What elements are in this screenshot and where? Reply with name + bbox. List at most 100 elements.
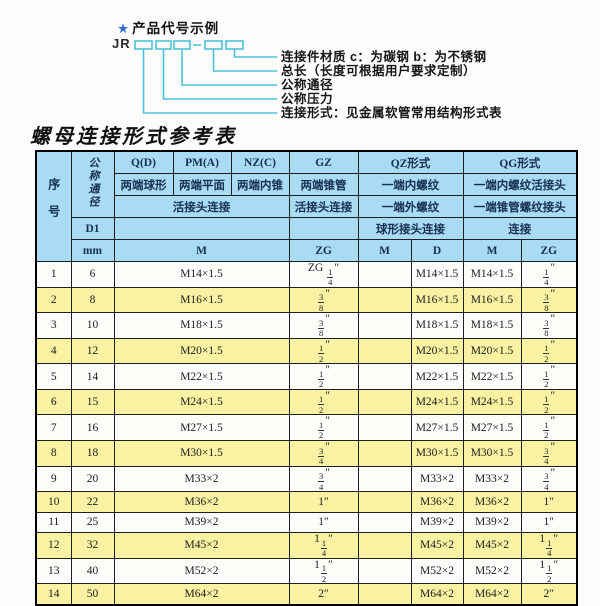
type-qg: QG形式 — [462, 150, 578, 174]
cell-m: M22×1.5 — [113, 363, 290, 390]
star-icon: ★ — [117, 21, 131, 36]
cell-qg-m: M27×1.5 — [462, 414, 522, 441]
cell-qz-d: M27×1.5 — [410, 414, 464, 441]
col-header-seq-label: 序号 — [46, 178, 61, 232]
unit-qz-d: D — [410, 239, 464, 262]
cell-qg-m: M36×2 — [462, 491, 522, 513]
cell-gz: ZG 1 4 ″ — [288, 261, 359, 288]
callout-material: 连接件材质 c：为碳钢 b：为不锈钢 — [281, 50, 487, 64]
cell-m: M20×1.5 — [113, 337, 290, 365]
cell-qz-d: M33×2 — [410, 465, 464, 493]
cell-m: M30×1.5 — [113, 439, 290, 467]
leader-line — [162, 49, 277, 100]
cell-dn: 15 — [70, 388, 115, 416]
cell-qz-d: M16×1.5 — [410, 286, 464, 314]
cell-seq: 1 — [35, 261, 72, 288]
cell-qz-d: M18×1.5 — [410, 312, 464, 339]
desc2-qz: 一端外螺纹 — [357, 195, 464, 218]
code-box — [134, 40, 153, 50]
cell-qg-m: M45×2 — [462, 532, 522, 559]
cell-qg-zg: 1″ — [520, 511, 578, 534]
leader-line — [181, 49, 277, 86]
cell-dn: 40 — [70, 557, 115, 585]
cell-qz-d: M45×2 — [410, 532, 464, 559]
cell-m: M16×1.5 — [113, 286, 290, 314]
cell-m: M33×2 — [113, 465, 290, 493]
desc2-gz: 活接头连接 — [288, 195, 359, 218]
cell-qg-zg: 3 4 ″ — [520, 465, 578, 493]
cell-qg-m: M30×1.5 — [462, 439, 522, 467]
type-pm: PM(A) — [172, 150, 232, 174]
table-row: 9 20 M33×2 3 4 ″ M33×2 M33×2 3 4 ″ — [35, 465, 578, 493]
code-box — [173, 40, 191, 50]
diagram-heading-text: 产品代号示例 — [132, 21, 220, 36]
cell-qz-d: M22×1.5 — [410, 363, 464, 390]
table-row: 14 50 M64×2 2″ M64×2 M64×2 2″ — [35, 583, 578, 606]
cell-qg-zg: 2″ — [520, 583, 578, 606]
cell-seq: 14 — [35, 583, 72, 606]
unit-m: M — [113, 239, 290, 262]
cell-gz: 3 4 ″ — [288, 439, 359, 467]
callout-pressure: 公称压力 — [281, 92, 334, 106]
table-row: 4 12 M20×1.5 1 2 ″ M20×1.5 M20×1.5 1 2 ″ — [35, 337, 578, 365]
cell-m: M45×2 — [113, 532, 290, 559]
cell-qg-m: M18×1.5 — [462, 312, 522, 339]
cell-gz: 1 2 ″ — [288, 363, 359, 390]
leader-line — [142, 49, 277, 114]
cell-qg-zg: 1″ — [520, 491, 578, 513]
unit-qz-m: M — [357, 239, 412, 262]
cell-seq: 4 — [35, 337, 72, 365]
diagram-lines — [134, 40, 277, 114]
cell-qz-m — [357, 286, 412, 314]
cell-qg-m: M52×2 — [462, 557, 522, 585]
desc-pm: 两端平面 — [172, 173, 232, 196]
cell-qg-zg: 3 8 ″ — [520, 286, 578, 314]
cell-gz: 1 1 2 ″ — [288, 557, 359, 585]
cell-dn: 16 — [70, 414, 115, 441]
header-row-5: mm M ZG M D M ZG — [36, 239, 578, 262]
cell-qz-d: M24×1.5 — [410, 388, 464, 416]
cell-m: M27×1.5 — [113, 414, 290, 441]
cell-qz-m — [357, 388, 412, 416]
table-title: 螺母连接形式参考表 — [30, 124, 237, 148]
cell-qz-d: M20×1.5 — [410, 337, 464, 365]
cell-dn: 10 — [70, 312, 115, 339]
cell-qg-zg: 3 8 ″ — [520, 312, 578, 339]
cell-qz-m — [357, 511, 412, 534]
cell-qg-m: M64×2 — [462, 583, 522, 606]
desc-gz: 两端锥管 — [288, 173, 359, 196]
cell-seq: 9 — [35, 465, 72, 493]
cell-qg-zg: 1 2 ″ — [520, 414, 578, 441]
header-row-3: 活接头连接 活接头连接 一端外螺纹 一端锥管螺纹接头 — [36, 195, 578, 218]
col-header-seq: 序号 — [35, 150, 72, 262]
desc3-qz: 球形接头连接 — [357, 217, 464, 240]
table-row: 6 15 M24×1.5 1 2 ″ M24×1.5 M24×1.5 1 2 ″ — [35, 388, 578, 416]
product-code-diagram: ★ 产品代号示例 JR 连接件材质 c：为碳钢 b：为不锈钢 总长（长度可根据用户… — [0, 0, 600, 128]
desc2-qpmnz: 活接头连接 — [113, 195, 290, 218]
cell-qz-m — [357, 465, 412, 493]
unit-qg-m: M — [462, 239, 522, 262]
table-row: 5 14 M22×1.5 1 2 ″ M22×1.5 M22×1.5 1 2 ″ — [35, 363, 578, 390]
cell-seq: 6 — [35, 388, 72, 416]
cell-gz: 1 2 ″ — [288, 337, 359, 365]
cell-seq: 13 — [35, 557, 72, 585]
cell-qz-d: M14×1.5 — [410, 261, 464, 288]
cell-qz-m — [357, 363, 412, 390]
cell-seq: 12 — [35, 532, 72, 559]
cell-seq: 10 — [35, 491, 72, 513]
col-header-mm: mm — [70, 239, 115, 262]
cell-m: M14×1.5 — [113, 261, 290, 288]
